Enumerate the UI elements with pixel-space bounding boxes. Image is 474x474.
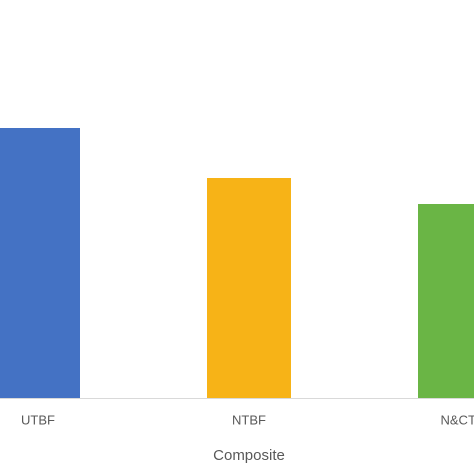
bar [0, 128, 80, 398]
bar [418, 204, 474, 398]
bar [207, 178, 291, 398]
x-tick-label: N&CTI [441, 412, 474, 427]
x-tick-label: NTBF [232, 412, 266, 427]
x-tick-label: UTBF [21, 412, 55, 427]
x-axis-title: Composite [213, 447, 285, 464]
